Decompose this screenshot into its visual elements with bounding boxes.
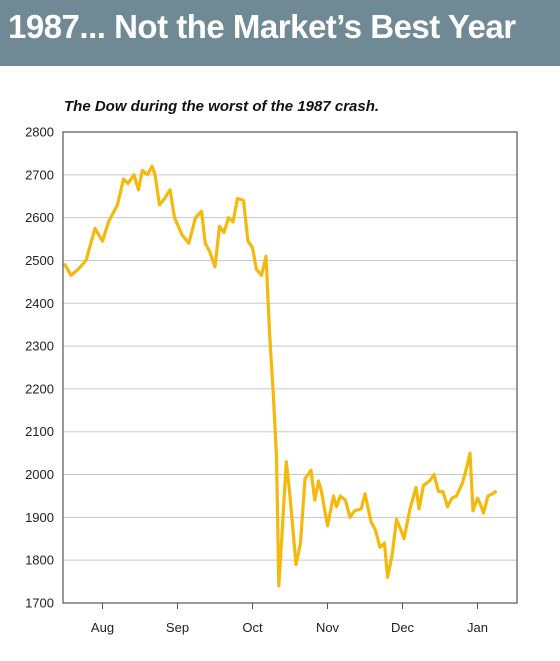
banner-title: 1987... Not the Market’s Best Year <box>8 8 516 45</box>
gridlines <box>63 174 517 561</box>
x-tick-label: Oct <box>242 620 263 635</box>
title-banner: 1987... Not the Market’s Best Year <box>0 0 560 66</box>
y-tick-label: 2600 <box>25 210 54 225</box>
y-tick-label: 2800 <box>25 125 54 140</box>
y-tick-label: 2100 <box>25 424 54 439</box>
y-axis: 2800 2700 2600 2500 2400 2300 2200 2100 2000 1900… <box>25 125 54 611</box>
x-tick-label: Sep <box>166 620 189 635</box>
plot-frame <box>62 131 518 604</box>
y-tick-label: 1900 <box>25 510 54 525</box>
chart-title: The Dow during the worst of the 1987 cra… <box>64 98 380 115</box>
y-tick-label: 2400 <box>25 296 54 311</box>
y-tick-label: 2300 <box>25 339 54 354</box>
y-tick-label: 1700 <box>25 596 54 611</box>
y-tick-label: 2500 <box>25 253 54 268</box>
x-tick-label: Nov <box>316 620 340 635</box>
y-tick-label: 1800 <box>25 553 54 568</box>
series-layer <box>63 164 498 588</box>
y-tick-label: 2700 <box>25 167 54 182</box>
y-tick-label: 2200 <box>25 381 54 396</box>
x-tick-label: Dec <box>391 620 415 635</box>
x-axis: Aug Sep Oct Nov Dec Jan <box>91 603 488 635</box>
dow-series-line <box>63 164 498 588</box>
x-tick-label: Jan <box>467 620 488 635</box>
x-tick-label: Aug <box>91 620 114 635</box>
y-tick-label: 2000 <box>25 467 54 482</box>
